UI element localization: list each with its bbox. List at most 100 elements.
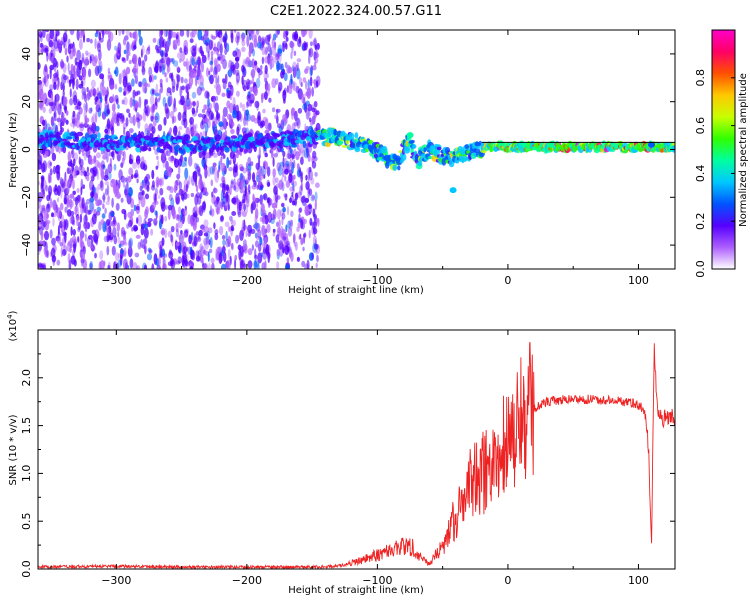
noise-speck: [313, 220, 317, 229]
trace-blob: [448, 160, 455, 168]
noise-speck: [141, 66, 146, 76]
noise-speck: [66, 167, 70, 175]
noise-speck: [236, 39, 239, 46]
noise-speck: [48, 191, 51, 200]
noise-speck: [267, 181, 271, 187]
noise-speck: [314, 172, 318, 177]
noise-speck: [214, 200, 218, 208]
noise-speck: [121, 57, 126, 62]
noise-speck: [256, 184, 259, 190]
noise-speck: [123, 49, 127, 55]
trace-blob: [193, 140, 201, 144]
noise-speck: [275, 183, 281, 189]
noise-speck: [95, 210, 101, 216]
noise-speck: [183, 61, 187, 67]
noise-speck: [159, 187, 164, 196]
noise-speck: [39, 205, 44, 213]
noise-speck: [193, 235, 198, 247]
noise-speck: [298, 170, 304, 177]
noise-speck: [145, 99, 148, 105]
noise-speck: [254, 60, 258, 66]
noise-speck: [211, 117, 218, 128]
noise-speck: [296, 117, 301, 129]
noise-speck: [233, 185, 237, 191]
noise-speck: [69, 30, 75, 36]
colorbar-tick-label: 0.4: [694, 165, 707, 183]
trace-blob: [299, 138, 304, 144]
noise-speck: [84, 233, 87, 242]
noise-speck: [181, 194, 185, 202]
noise-speck: [128, 237, 133, 248]
noise-speck: [76, 65, 81, 78]
noise-speck: [196, 100, 200, 108]
noise-speck: [104, 95, 108, 102]
noise-speck: [290, 252, 294, 262]
colorbar-label: Normalized spectral amplitude: [738, 73, 749, 227]
noise-speck: [61, 121, 65, 127]
noise-speck: [150, 115, 154, 122]
noise-speck: [95, 125, 100, 132]
trace-blob: [143, 135, 151, 141]
noise-speck: [240, 179, 244, 190]
noise-speck: [290, 74, 293, 83]
noise-speck: [52, 57, 58, 68]
noise-speck: [215, 205, 219, 214]
noise-speck: [216, 246, 222, 256]
noise-speck: [275, 108, 281, 113]
noise-speck: [293, 159, 296, 169]
noise-speck: [209, 166, 214, 175]
noise-speck: [53, 81, 57, 90]
noise-speck: [127, 187, 133, 197]
noise-speck: [142, 223, 149, 229]
noise-speck: [162, 40, 165, 48]
noise-speck: [291, 154, 295, 160]
noise-speck: [218, 121, 224, 127]
noise-speck: [152, 120, 157, 127]
noise-speck: [107, 234, 111, 241]
noise-speck: [207, 166, 212, 177]
noise-speck: [159, 244, 163, 256]
trace-blob: [671, 145, 675, 150]
x-tick-label: −300: [101, 274, 131, 287]
noise-speck: [195, 250, 200, 257]
noise-speck: [208, 75, 212, 81]
noise-speck: [177, 111, 182, 121]
noise-speck: [101, 171, 106, 179]
noise-speck: [143, 227, 149, 239]
noise-speck: [103, 174, 109, 181]
noise-speck: [251, 184, 257, 190]
noise-speck: [63, 96, 68, 106]
noise-speck: [141, 44, 145, 56]
noise-speck: [236, 48, 241, 59]
noise-speck: [236, 126, 240, 136]
noise-speck: [239, 102, 243, 108]
noise-speck: [94, 187, 99, 198]
noise-speck: [99, 180, 103, 189]
noise-speck: [287, 220, 291, 229]
noise-speck: [151, 89, 155, 95]
noise-speck: [80, 170, 84, 176]
noise-speck: [261, 224, 266, 236]
y-tick-label: −40: [20, 233, 33, 256]
noise-speck: [187, 214, 192, 225]
noise-speck: [44, 97, 50, 107]
trace-blob: [178, 149, 186, 154]
noise-speck: [234, 258, 237, 269]
trace-blob: [436, 146, 442, 151]
noise-speck: [76, 111, 81, 121]
noise-speck: [51, 92, 54, 100]
noise-speck: [201, 157, 206, 168]
noise-speck: [51, 212, 54, 218]
noise-speck: [121, 30, 125, 35]
noise-speck: [311, 87, 315, 97]
noise-speck: [49, 69, 52, 80]
noise-speck: [97, 183, 102, 191]
noise-speck: [272, 33, 277, 41]
noise-speck: [271, 58, 275, 68]
trace-blob: [278, 141, 284, 149]
noise-speck: [304, 197, 310, 203]
noise-speck: [295, 151, 300, 161]
noise-speck: [59, 220, 63, 229]
noise-speck: [114, 83, 118, 90]
noise-speck: [214, 229, 219, 235]
